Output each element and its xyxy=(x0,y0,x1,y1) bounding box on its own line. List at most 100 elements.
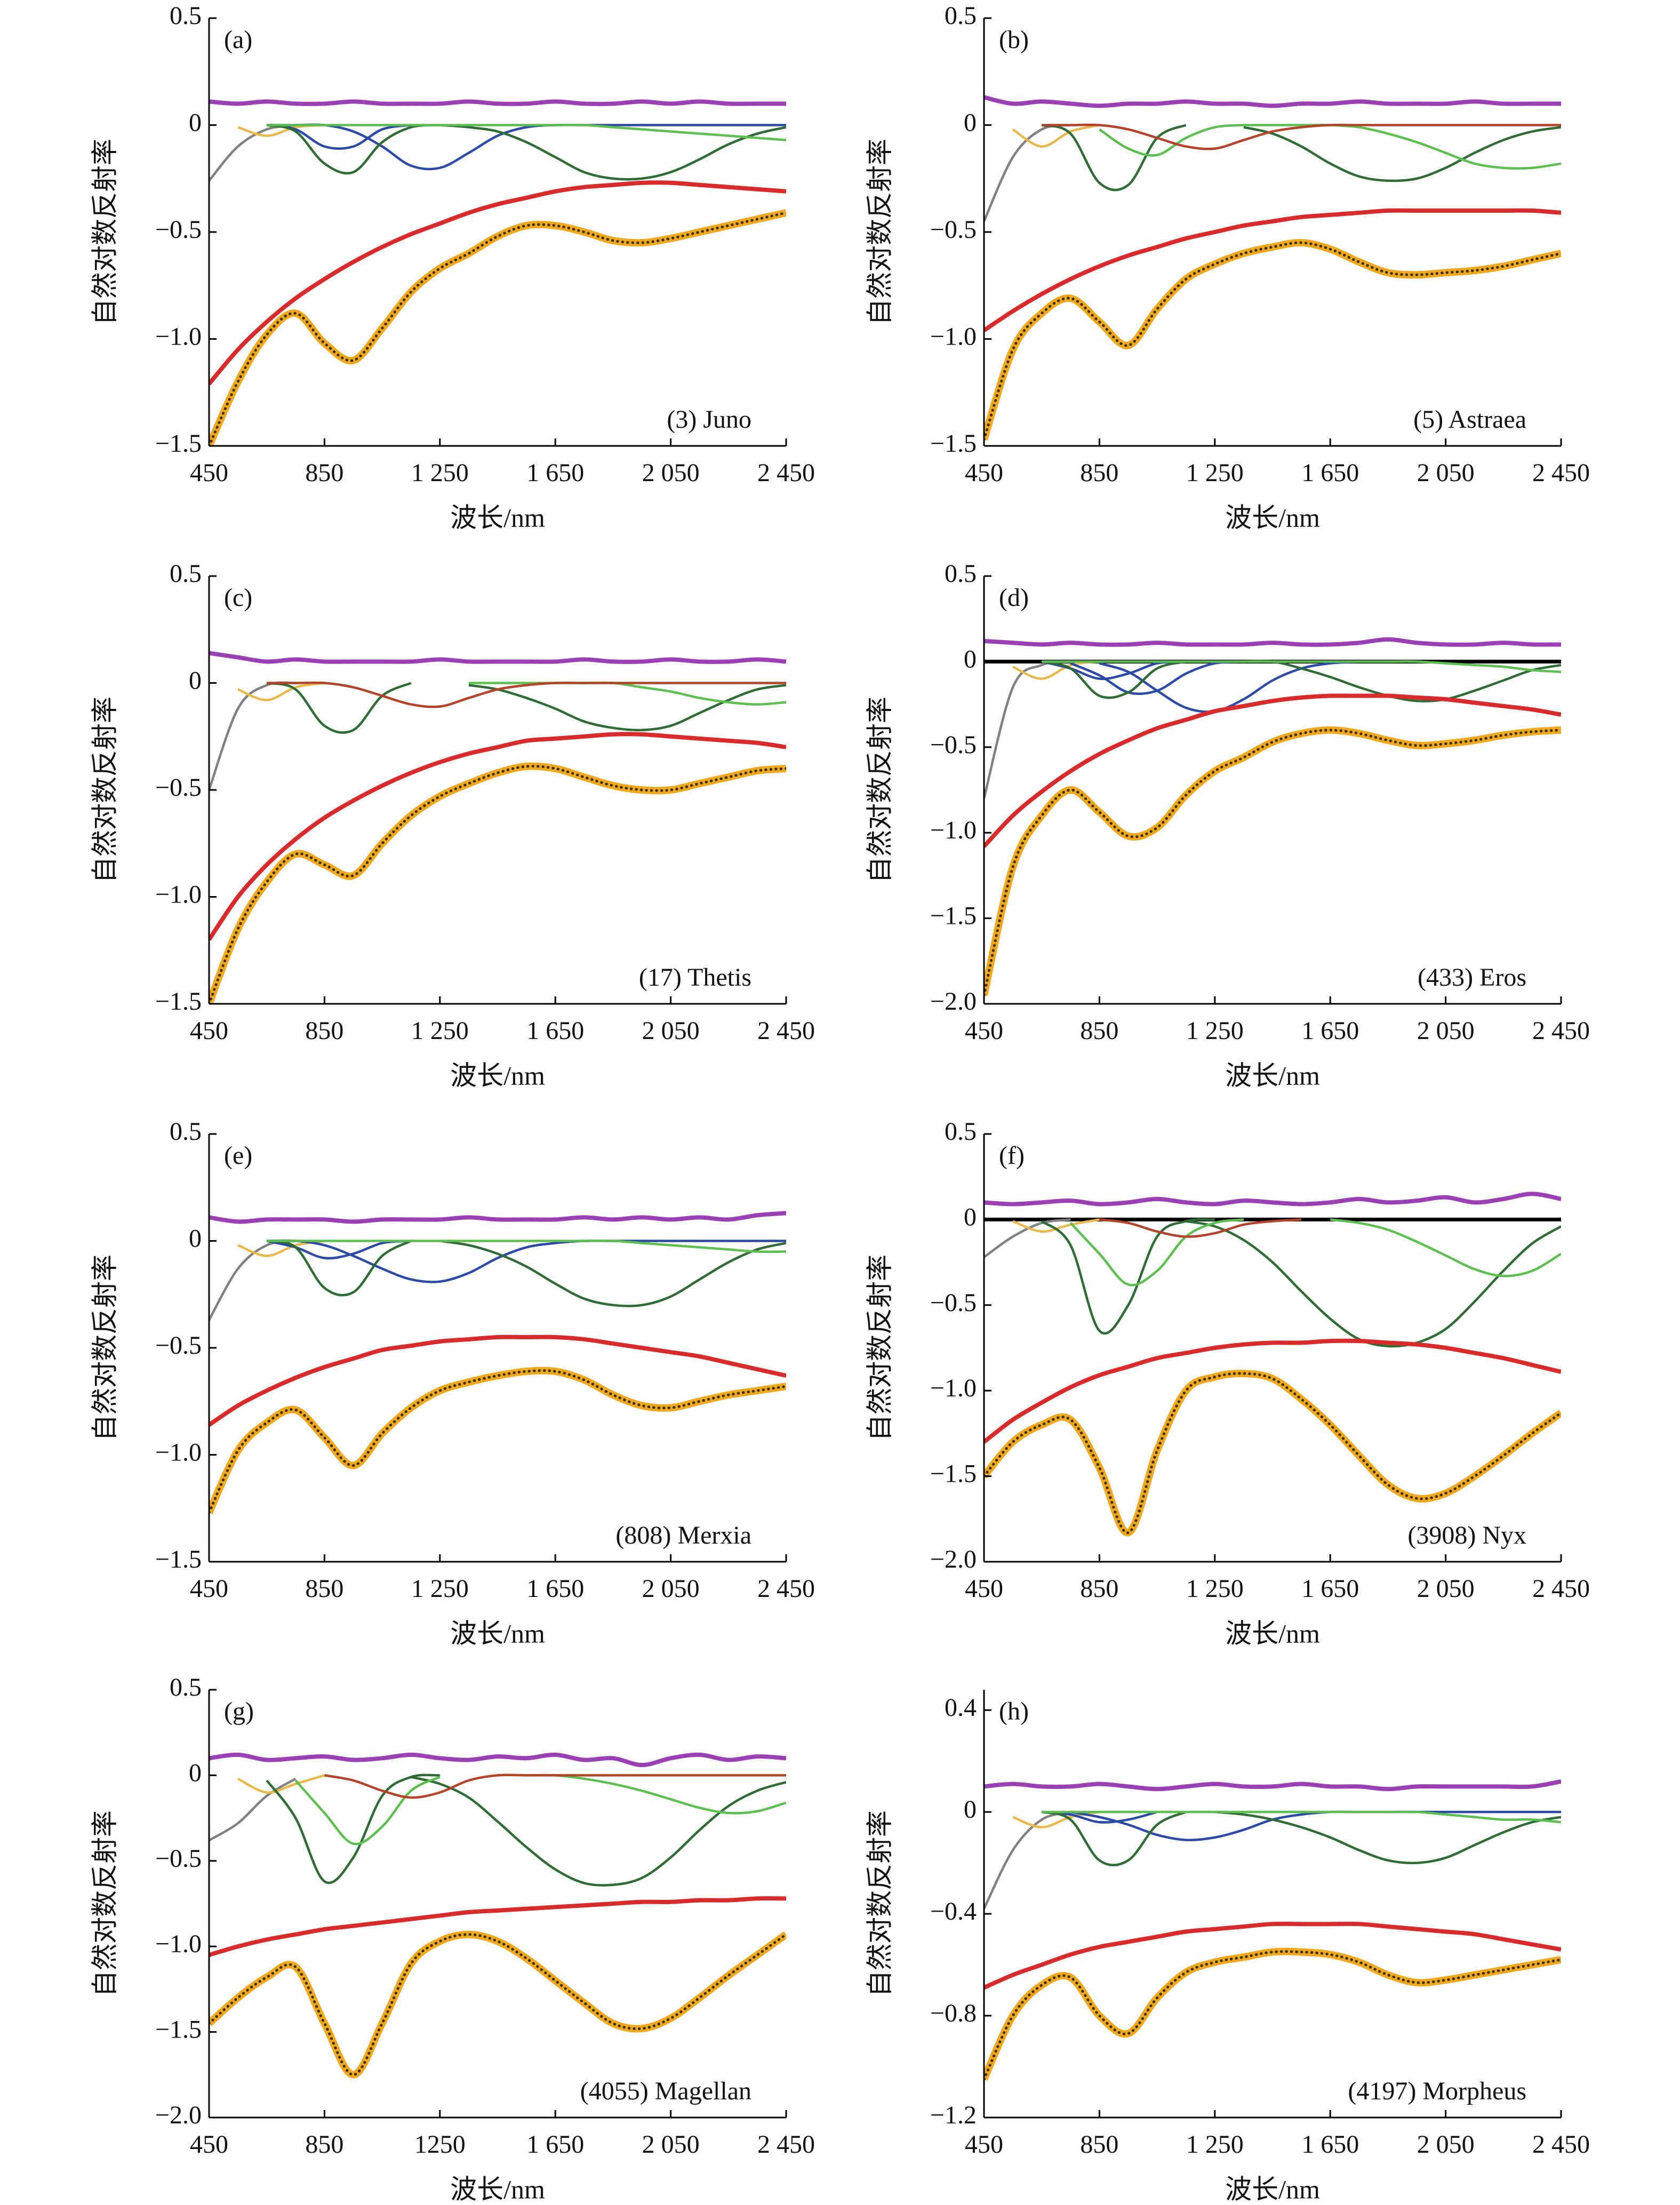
x-tick-label: 450 xyxy=(965,1017,1003,1045)
x-tick-label: 2 050 xyxy=(1417,459,1475,487)
series-line xyxy=(237,682,325,701)
x-tick-label: 450 xyxy=(190,2130,228,2159)
series-line xyxy=(984,1947,1561,2081)
x-axis-label: 波长/nm xyxy=(450,2174,545,2204)
y-tick-label: 0 xyxy=(964,1795,977,1824)
x-tick-label: 2 450 xyxy=(1532,2130,1590,2159)
x-tick-label: 850 xyxy=(305,2130,343,2159)
y-tick-label: −0.5 xyxy=(155,1331,202,1360)
series-line xyxy=(1042,123,1561,150)
y-tick-label: 0 xyxy=(964,109,977,137)
series-line xyxy=(984,1218,1071,1258)
y-tick-label: 0 xyxy=(189,1225,202,1253)
data-points xyxy=(984,241,1561,441)
series-line xyxy=(209,1896,786,1958)
x-tick-label: 850 xyxy=(1080,2130,1118,2159)
x-tick-label: 1 250 xyxy=(411,1575,469,1603)
x-tick-label: 1 650 xyxy=(1301,1017,1359,1045)
data-points xyxy=(209,211,786,446)
series-line xyxy=(984,1779,1561,1792)
y-tick-label: 0.5 xyxy=(945,1117,977,1146)
series-line xyxy=(1042,1810,1158,1824)
data-points xyxy=(209,1933,786,2076)
x-tick-label: 2 050 xyxy=(1417,2130,1475,2159)
series-line xyxy=(984,1338,1561,1444)
series-line xyxy=(984,637,1561,647)
y-tick-label: −0.4 xyxy=(930,1897,977,1926)
x-tick-label: 2 450 xyxy=(1532,1017,1590,1045)
series-line xyxy=(439,1240,786,1307)
y-tick-label: 0.5 xyxy=(170,560,202,588)
x-tick-label: 1 650 xyxy=(526,1575,584,1603)
series-line xyxy=(209,651,786,664)
y-axis-label: 自然对数反射率 xyxy=(865,697,894,883)
y-tick-label: −0.5 xyxy=(930,731,977,759)
y-axis-label: 自然对数反射率 xyxy=(865,1810,894,1997)
x-tick-label: 2 450 xyxy=(1532,459,1590,487)
y-axis-label: 自然对数反射率 xyxy=(865,1255,894,1441)
panel-label: (d) xyxy=(999,584,1029,612)
x-tick-label: 1 650 xyxy=(526,1017,584,1045)
series-line xyxy=(1042,660,1561,673)
x-tick-label: 1 250 xyxy=(411,1017,469,1045)
data-points xyxy=(984,729,1561,997)
series-line xyxy=(209,1367,786,1514)
series-line xyxy=(1069,1218,1244,1287)
series-line xyxy=(1243,126,1561,182)
series-line xyxy=(984,208,1561,332)
y-tick-label: 0.5 xyxy=(170,2,202,30)
series-line xyxy=(526,1773,786,1815)
plot-area xyxy=(209,1752,786,2079)
y-tick-label: −0.5 xyxy=(155,1844,202,1873)
x-tick-label: 450 xyxy=(965,459,1003,487)
y-tick-label: 0 xyxy=(964,1203,977,1231)
y-axis-label: 自然对数反射率 xyxy=(90,139,119,325)
series-line xyxy=(324,1773,786,1799)
y-tick-label: −0.5 xyxy=(930,215,977,244)
x-tick-label: 850 xyxy=(305,1017,343,1045)
plot-area xyxy=(209,1211,786,1514)
plot-area xyxy=(984,1192,1561,1537)
panel-label: (e) xyxy=(224,1141,252,1170)
y-tick-label: −0.5 xyxy=(155,215,202,244)
series-line xyxy=(1099,1218,1302,1238)
panel-name: (3) Juno xyxy=(667,405,751,434)
series-line xyxy=(1041,1218,1215,1335)
series-line xyxy=(439,124,786,181)
plot-area xyxy=(209,99,786,446)
series-line xyxy=(411,1776,786,1887)
y-tick-label: −1.0 xyxy=(155,1439,202,1467)
series-line xyxy=(266,1773,440,1884)
x-axis-label: 波长/nm xyxy=(450,1618,545,1648)
x-axis-label: 波长/nm xyxy=(1225,1618,1320,1648)
series-line xyxy=(267,1239,786,1283)
y-tick-label: 0 xyxy=(189,109,202,137)
x-axis-label: 波长/nm xyxy=(1225,2174,1320,2204)
x-tick-label: 1 650 xyxy=(526,2130,584,2159)
y-tick-label: −0.8 xyxy=(930,1999,977,2027)
y-tick-label: −2.0 xyxy=(930,1545,977,1573)
series-line xyxy=(984,95,1561,108)
series-line xyxy=(984,1370,1561,1537)
data-points xyxy=(209,764,786,1004)
series-line xyxy=(209,99,786,106)
x-tick-label: 2 050 xyxy=(1417,1017,1475,1045)
series-line xyxy=(984,1921,1561,1990)
y-tick-label: 0.5 xyxy=(170,1673,202,1701)
x-tick-label: 2 450 xyxy=(757,1017,815,1045)
series-line xyxy=(1041,1810,1187,1867)
y-tick-label: 0 xyxy=(189,1759,202,1787)
panel-name: (3908) Nyx xyxy=(1407,1521,1526,1549)
panel-label: (a) xyxy=(224,26,252,54)
series-line xyxy=(468,684,786,732)
series-line xyxy=(984,693,1561,848)
x-tick-label: 2 450 xyxy=(757,1575,815,1603)
panel-name: (4197) Morpheus xyxy=(1348,2077,1526,2105)
x-tick-label: 1250 xyxy=(414,2130,466,2159)
x-tick-label: 450 xyxy=(965,2130,1003,2159)
